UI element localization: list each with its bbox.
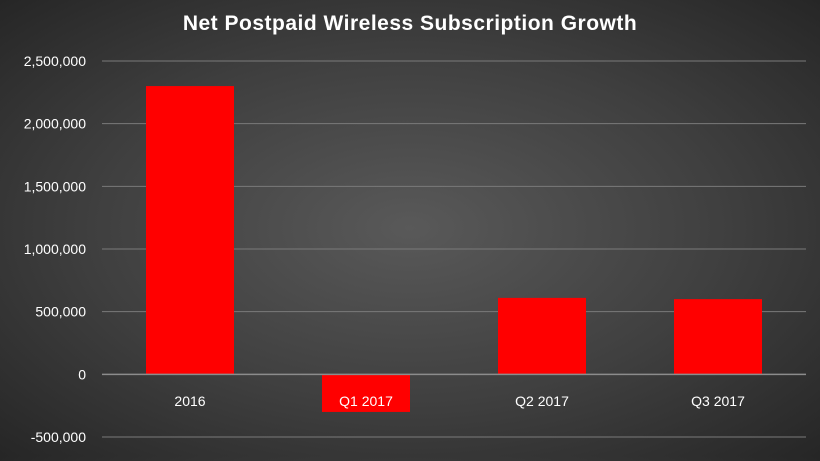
bars: [146, 86, 762, 412]
x-tick-label: Q3 2017: [691, 393, 745, 409]
y-tick-label: -500,000: [31, 429, 86, 445]
chart-title: Net Postpaid Wireless Subscription Growt…: [182, 12, 638, 35]
x-axis-tick-labels: 2016 Q1 2017 Q2 2017 Q3 2017: [174, 393, 745, 409]
x-tick-label: Q2 2017: [515, 393, 569, 409]
y-tick-label: 0: [78, 366, 86, 382]
bar-2016: [146, 86, 234, 375]
y-tick-label: 500,000: [35, 304, 86, 320]
y-axis-tick-labels: -500,000 0 500,000 1,000,000 1,500,000 2,000,…: [24, 53, 87, 445]
y-tick-label: 1,500,000: [24, 178, 86, 194]
y-tick-label: 1,000,000: [24, 241, 86, 257]
x-tick-label: Q1 2017: [339, 393, 393, 409]
x-tick-label: 2016: [174, 393, 205, 409]
y-tick-label: 2,500,000: [24, 53, 86, 69]
bar-q3-2017: [674, 299, 762, 375]
bar-q2-2017: [498, 297, 586, 375]
bar-q1-2017: [322, 374, 410, 412]
y-tick-label: 2,000,000: [24, 116, 86, 132]
